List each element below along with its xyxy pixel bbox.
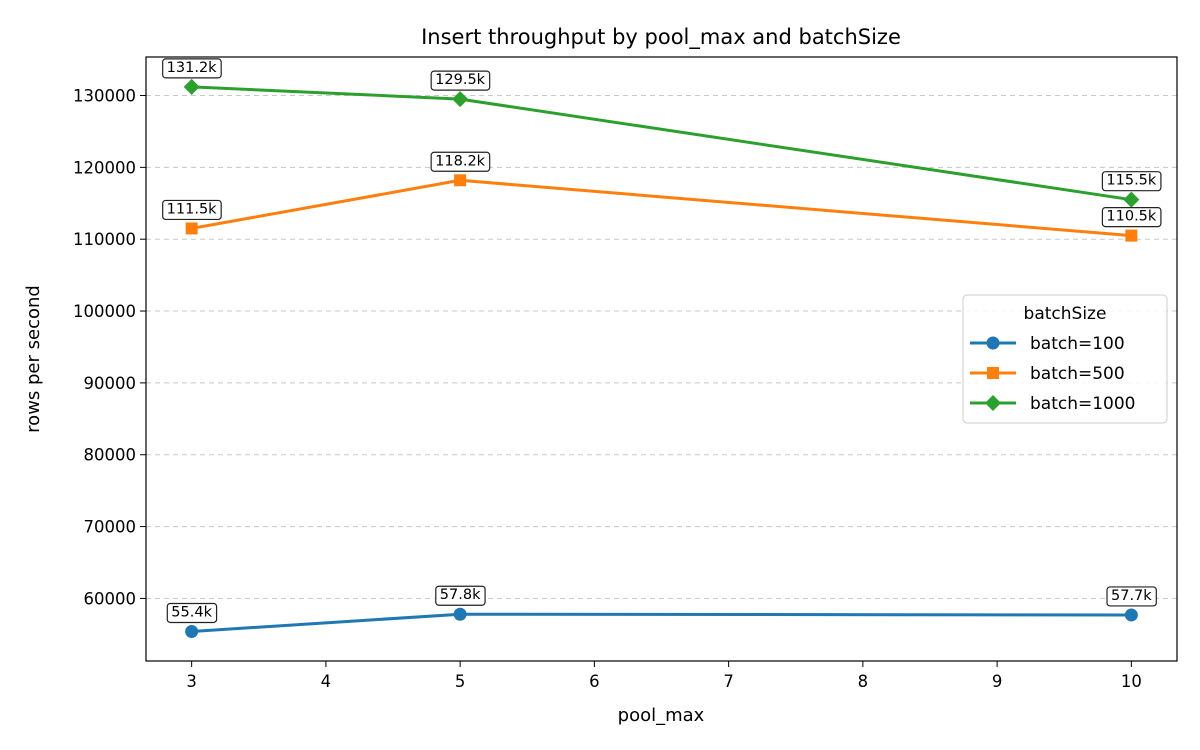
legend-marker [985,395,1001,411]
legend-marker [986,336,1000,350]
y-tick-label: 70000 [84,518,137,537]
series-line-batch=1000 [191,85,1132,202]
legend-entry: batch=500 [1030,364,1125,384]
data-point-batch=1000 [1123,191,1140,208]
y-tick-label: 80000 [84,446,137,465]
y-tick-label: 60000 [84,589,137,608]
data-label-box: 118.2k [430,151,491,172]
legend-frame [962,294,1168,424]
data-label: 129.5k [435,72,486,88]
data-point-batch=100 [1124,608,1138,622]
data-point-batch=1000 [183,78,200,95]
data-label: 55.4k [171,604,212,620]
legend-entry: batch=1000 [1030,394,1136,414]
y-axis-label: rows per second [23,285,44,433]
y-tick-label: 120000 [73,158,136,177]
data-label-box: 110.5k [1101,207,1162,228]
data-labels: 55.4k 57.8k 57.7k 111.5k 118.2k 110.5k 131.2k 1… [162,58,1162,624]
data-label: 57.7k [1111,588,1152,604]
data-label-box: 115.5k [1101,171,1162,192]
data-label-box: 57.8k [435,585,486,606]
x-tick-label: 10 [1121,672,1142,691]
data-label-box: 55.4k [166,602,218,624]
data-label: 57.8k [440,587,481,603]
y-tick-label: 100000 [73,302,136,321]
data-label-box: 111.5k [162,199,222,221]
legend-marker [987,367,999,379]
data-label: 131.2k [167,60,218,76]
data-point-batch=500 [1125,229,1138,242]
data-point-batch=100 [185,624,199,638]
data-label-box: 131.2k [162,58,222,79]
x-tick-label: 5 [455,672,466,691]
data-point-batch=1000 [452,91,469,108]
x-tick-label: 8 [858,672,869,691]
grid-lines [146,95,1177,599]
series-line-batch=500 [191,178,1132,238]
chart-title: Insert throughput by pool_max and batchS… [421,25,901,50]
data-label: 118.2k [435,153,486,169]
x-tick-label: 9 [992,672,1003,691]
y-tick-label: 130000 [73,87,136,106]
y-tick-label: 110000 [73,230,136,249]
data-label: 110.5k [1106,209,1157,225]
data-point-batch=100 [453,607,467,621]
data-label: 115.5k [1106,173,1157,189]
legend: batchSize batch=100 batch=500 batch=1000 [962,294,1168,424]
x-tick-label: 3 [186,672,197,691]
data-label-box: 129.5k [430,70,491,91]
x-tick-label: 7 [723,672,734,691]
series-layer [183,78,1140,638]
data-label-box: 57.7k [1106,586,1157,607]
y-tick-label: 90000 [84,374,137,393]
plot-frame [145,56,1178,662]
axis-ticks: 60000 70000 80000 90000 100000 110000 120000 13… [73,87,1142,691]
legend-entry: batch=100 [1030,334,1125,354]
x-axis-label: pool_max [618,705,705,726]
x-tick-label: 6 [589,672,600,691]
x-tick-label: 4 [321,672,332,691]
series-line-batch=100 [191,612,1132,633]
data-point-batch=500 [185,222,198,235]
data-label: 111.5k [167,201,218,217]
data-point-batch=500 [454,174,467,187]
legend-title: batchSize [1024,304,1107,324]
